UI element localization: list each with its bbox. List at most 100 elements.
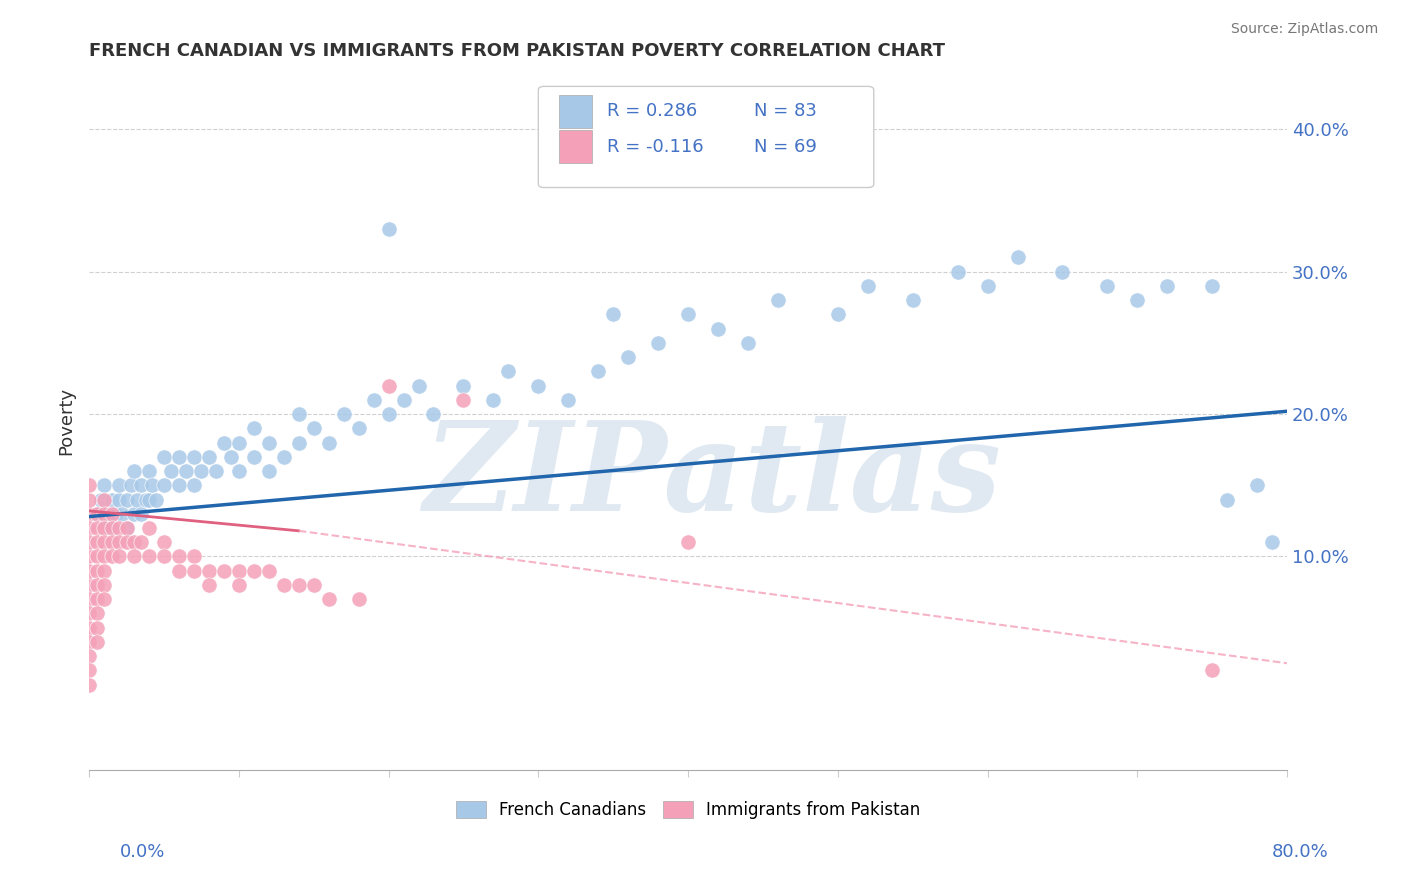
Point bbox=[86, 592, 108, 607]
Point bbox=[131, 507, 153, 521]
Point bbox=[183, 450, 205, 464]
Point bbox=[257, 435, 280, 450]
Point bbox=[145, 492, 167, 507]
Point bbox=[1216, 492, 1239, 507]
Point bbox=[131, 478, 153, 492]
Point bbox=[100, 492, 122, 507]
Point bbox=[498, 364, 520, 378]
Point bbox=[302, 421, 325, 435]
Point bbox=[287, 407, 309, 421]
Point bbox=[257, 564, 280, 578]
Legend: French Canadians, Immigrants from Pakistan: French Canadians, Immigrants from Pakist… bbox=[451, 797, 925, 824]
Point bbox=[183, 549, 205, 564]
Point bbox=[228, 464, 250, 478]
Point bbox=[77, 492, 100, 507]
Point bbox=[153, 535, 176, 549]
Point bbox=[93, 492, 115, 507]
Point bbox=[131, 535, 153, 549]
Point bbox=[198, 564, 221, 578]
Point bbox=[122, 535, 145, 549]
Point bbox=[93, 535, 115, 549]
Point bbox=[135, 492, 157, 507]
Point bbox=[100, 535, 122, 549]
Point bbox=[198, 578, 221, 592]
Point bbox=[827, 308, 849, 322]
Point bbox=[318, 592, 340, 607]
Point bbox=[153, 450, 176, 464]
Point bbox=[77, 478, 100, 492]
Text: R = 0.286: R = 0.286 bbox=[606, 102, 697, 120]
Point bbox=[77, 578, 100, 592]
FancyBboxPatch shape bbox=[558, 95, 592, 128]
Point bbox=[453, 378, 475, 392]
Point bbox=[115, 521, 138, 535]
Text: 0.0%: 0.0% bbox=[120, 843, 165, 861]
Point bbox=[77, 564, 100, 578]
Point bbox=[115, 521, 138, 535]
Point bbox=[183, 478, 205, 492]
Point bbox=[707, 321, 730, 335]
Text: ZIPatlas: ZIPatlas bbox=[423, 417, 1001, 538]
Point bbox=[141, 478, 163, 492]
Point bbox=[96, 507, 118, 521]
FancyBboxPatch shape bbox=[538, 87, 873, 187]
Point bbox=[160, 464, 183, 478]
Text: R = -0.116: R = -0.116 bbox=[606, 138, 703, 156]
Point bbox=[86, 635, 108, 649]
Point bbox=[273, 578, 295, 592]
Point bbox=[901, 293, 924, 308]
Point bbox=[138, 492, 160, 507]
Point bbox=[347, 421, 370, 435]
Point bbox=[1126, 293, 1149, 308]
Point bbox=[115, 535, 138, 549]
Point bbox=[100, 521, 122, 535]
Point bbox=[856, 279, 879, 293]
Point bbox=[422, 407, 444, 421]
Point bbox=[221, 450, 243, 464]
Point bbox=[243, 450, 266, 464]
Point bbox=[108, 535, 131, 549]
Point bbox=[228, 435, 250, 450]
Text: N = 69: N = 69 bbox=[754, 138, 817, 156]
Point bbox=[77, 621, 100, 635]
Point bbox=[332, 407, 354, 421]
Point bbox=[212, 564, 235, 578]
Point bbox=[228, 578, 250, 592]
Point bbox=[392, 392, 415, 407]
Point bbox=[243, 421, 266, 435]
Point bbox=[287, 435, 309, 450]
Point bbox=[617, 350, 640, 364]
Point bbox=[153, 549, 176, 564]
Point bbox=[976, 279, 998, 293]
Point bbox=[77, 649, 100, 664]
Point bbox=[86, 507, 108, 521]
Point bbox=[347, 592, 370, 607]
Point bbox=[257, 464, 280, 478]
Point bbox=[167, 478, 190, 492]
Point bbox=[1261, 535, 1284, 549]
Point bbox=[212, 435, 235, 450]
Point bbox=[122, 549, 145, 564]
Point bbox=[453, 392, 475, 407]
Point bbox=[108, 521, 131, 535]
Point bbox=[77, 664, 100, 678]
Point bbox=[90, 492, 112, 507]
Point bbox=[86, 549, 108, 564]
Point bbox=[302, 578, 325, 592]
Point bbox=[363, 392, 385, 407]
FancyBboxPatch shape bbox=[558, 129, 592, 163]
Point bbox=[408, 378, 430, 392]
Point bbox=[676, 535, 699, 549]
Point bbox=[108, 492, 131, 507]
Point bbox=[115, 492, 138, 507]
Point bbox=[1007, 251, 1029, 265]
Point bbox=[183, 564, 205, 578]
Point bbox=[100, 521, 122, 535]
Point bbox=[377, 222, 399, 236]
Point bbox=[586, 364, 609, 378]
Point bbox=[93, 578, 115, 592]
Point bbox=[482, 392, 505, 407]
Point bbox=[86, 578, 108, 592]
Point bbox=[377, 407, 399, 421]
Point bbox=[77, 521, 100, 535]
